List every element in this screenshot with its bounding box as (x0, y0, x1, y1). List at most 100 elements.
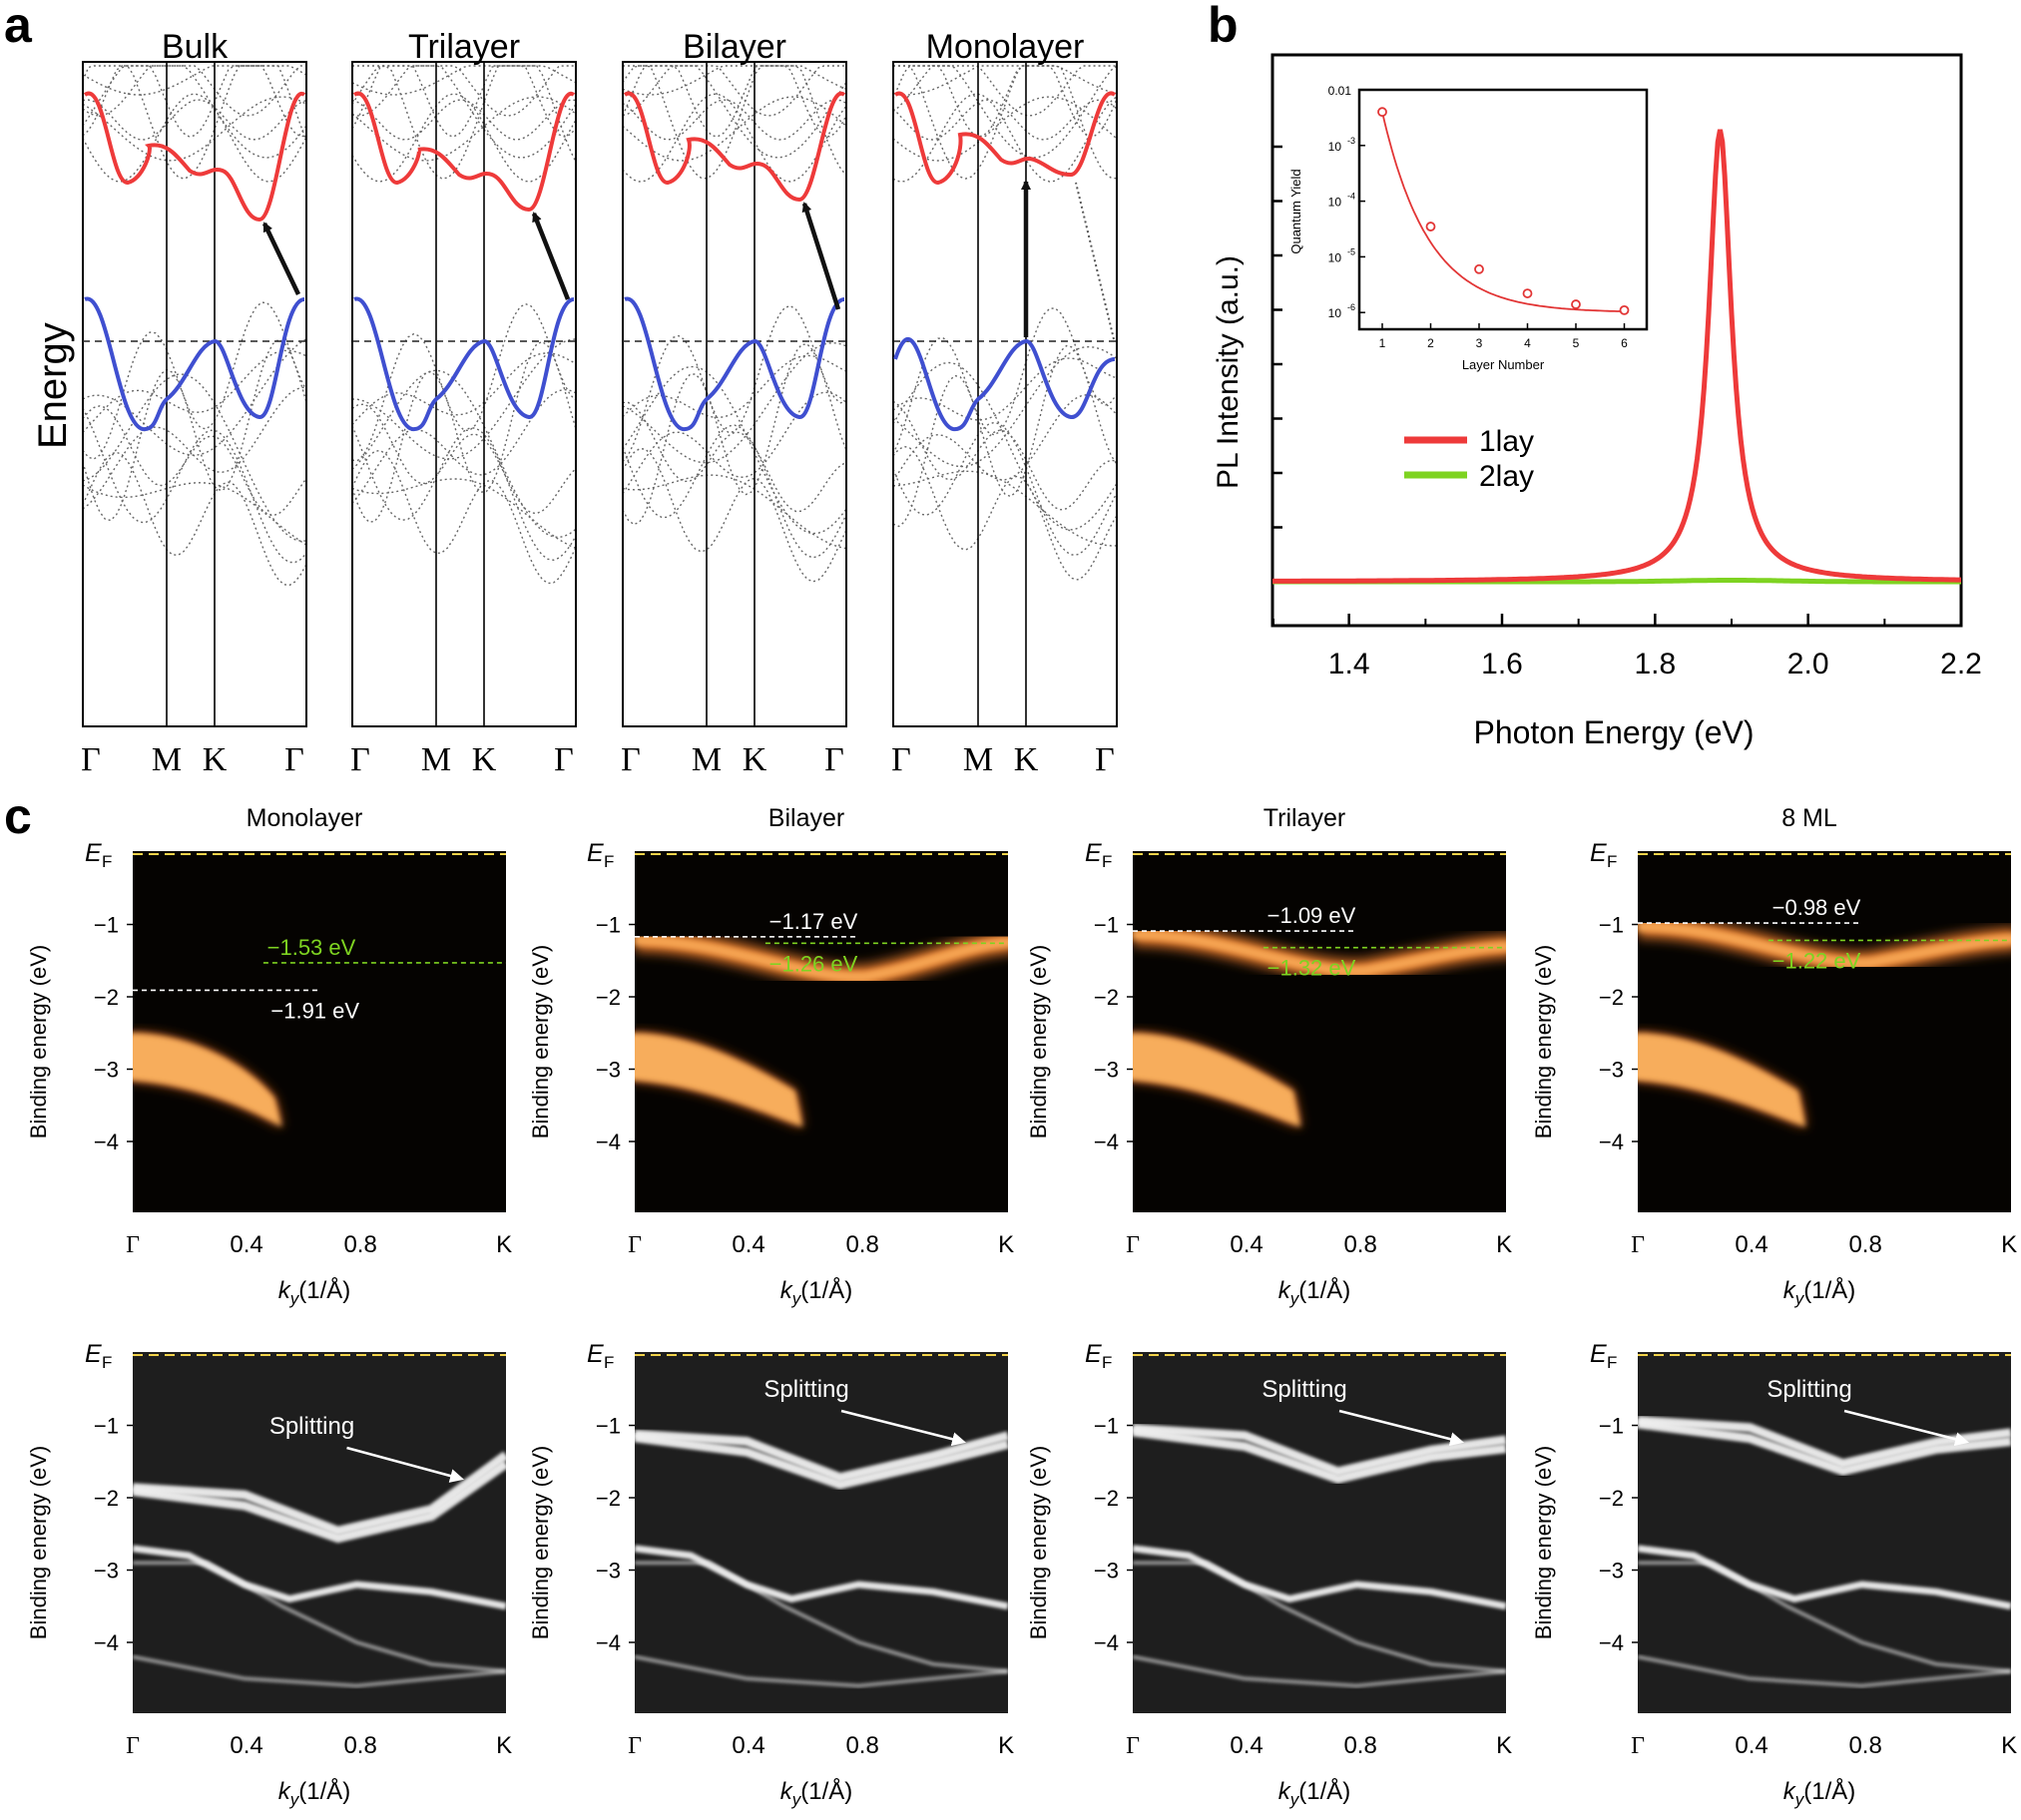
panel-label-a: a (4, 0, 33, 53)
arpes-background (1638, 1352, 2011, 1713)
inset-frame (1357, 88, 1649, 331)
arpes-intensity-plot: −1.91 eV −1.53 eV E F −1 −2 −3 −4 Binding energy… (26, 839, 512, 1308)
band-panel-1: Bulk Γ M K Γ (81, 28, 307, 778)
inset-ticks: 1 2 3 4 5 6 0.01 10 -3 10 -4 10 -5 10 -6 (1328, 84, 1629, 350)
arpes-xlabel-unit: (1/Å) (800, 1276, 852, 1304)
arpes-ytick-label: −2 (1094, 985, 1119, 1010)
arpes-ytick-label: −1 (596, 1414, 621, 1439)
indirect-gap-arrow (261, 222, 301, 295)
dotted-band (352, 65, 577, 180)
dotted-band (622, 99, 847, 141)
dotted-band (892, 93, 1118, 183)
band-panel-title: Bulk (162, 28, 229, 66)
ef-label: E (1590, 839, 1607, 867)
pl-xtick-label: 1.6 (1481, 648, 1523, 681)
arpes-xlabel: ky(1/Å) (278, 1276, 351, 1308)
dotted-band (351, 340, 577, 523)
arpes-curvature-plot: Splitting E F −1 −2 −3 −4 Binding energy (eV) Γ 0… (26, 1340, 512, 1809)
dotted-band (82, 405, 307, 517)
arpes-xlabel-unit: (1/Å) (298, 1777, 350, 1805)
vbm-k-label: −1.53 eV (267, 935, 356, 960)
dotted-band (622, 342, 847, 464)
arpes-title: Monolayer (247, 804, 363, 832)
arpes-xlabel-k: k (780, 1277, 794, 1304)
arpes-xtick-label: K (998, 1231, 1014, 1258)
dotted-band (893, 65, 1118, 180)
arpes-background (635, 851, 1008, 1212)
arpes-xtick-label: K (2001, 1732, 2017, 1759)
inset-xlabel: Layer Number (1462, 357, 1545, 372)
pl-xlabel: Photon Energy (eV) (1473, 714, 1754, 750)
dotted-band (892, 65, 1118, 138)
band-panel-frame (351, 61, 577, 727)
arpes-ytick-label: −3 (94, 1058, 119, 1083)
splitting-arrow (840, 1409, 967, 1447)
arpes-band (1133, 1423, 1506, 1477)
inset-ytick-label: 10 (1328, 250, 1342, 264)
dotted-band (622, 447, 847, 583)
arpes-background (1638, 851, 2011, 1212)
dotted-band (892, 345, 1118, 468)
arpes-xtick-label: Γ (628, 1232, 642, 1258)
arpes-xlabel-unit: (1/Å) (1298, 1777, 1350, 1805)
arpes-xlabel: ky(1/Å) (780, 1276, 853, 1308)
dotted-band (892, 445, 1118, 581)
vbm-k-label: −1.22 eV (1772, 948, 1861, 973)
arpes-xtick-label: Γ (1126, 1232, 1140, 1258)
pl-xtick-label: 1.8 (1634, 648, 1676, 681)
ef-label: E (1085, 839, 1102, 867)
arpes-curvature-plot: Splitting E F −1 −2 −3 −4 Binding energy (eV) Γ 0… (1531, 1340, 2017, 1809)
splitting-label: Splitting (1262, 1376, 1346, 1403)
pl-xtick-label: 2.2 (1940, 648, 1982, 681)
arpes-background (635, 1352, 1008, 1713)
dotted-band (351, 478, 577, 550)
arpes-xtick-label: 0.4 (732, 1231, 764, 1258)
dotted-band (351, 449, 577, 585)
dotted-band (622, 65, 847, 96)
inset-ytick-exponent: -4 (1347, 192, 1355, 202)
dotted-band (892, 96, 1118, 162)
arpes-ytick-label: −2 (1599, 1486, 1624, 1511)
arpes-ylabel: Binding energy (eV) (1026, 945, 1051, 1138)
inset-ytick-label: 10 (1328, 306, 1342, 320)
arpes-ytick-label: −4 (596, 1630, 621, 1655)
dotted-band (622, 343, 847, 526)
dotted-band (622, 474, 847, 550)
dotted-band (351, 65, 577, 96)
arpes-ytick-label: −2 (596, 1486, 621, 1511)
arpes-spectral-blob (635, 1033, 803, 1128)
dotted-band (622, 93, 847, 183)
arpes-column-3: Trilayer−1.09 eV−1.32 eVE F−1−2−3−4Bindin… (1026, 804, 1512, 1809)
arpes-xlabel-sub: y (1289, 1289, 1300, 1308)
dotted-band (82, 301, 307, 460)
arpes-xtick-label: 0.4 (1230, 1231, 1263, 1258)
arpes-ytick-label: −4 (1094, 1630, 1119, 1655)
arpes-xlabel: ky(1/Å) (1278, 1276, 1351, 1308)
arpes-xtick-label: 0.4 (1230, 1732, 1263, 1759)
dotted-band (82, 65, 307, 138)
inset-data-point (1425, 222, 1436, 231)
arpes-xlabel-unit: (1/Å) (800, 1777, 852, 1805)
ef-label: E (1590, 1340, 1607, 1368)
arpes-title: Trilayer (1263, 804, 1345, 832)
ef-label: E (587, 839, 604, 867)
legend-2lay-label: 2lay (1479, 460, 1534, 493)
conduction-band (623, 91, 846, 203)
arpes-xtick-label: Γ (126, 1232, 140, 1258)
kpoint-label: K (203, 741, 228, 778)
band-panel-3: Bilayer Γ M K Γ (621, 28, 847, 778)
arpes-ytick-label: −3 (1599, 1559, 1624, 1584)
dotted-band (622, 424, 847, 559)
arpes-xtick-label: 0.4 (732, 1732, 764, 1759)
panel-a-ylabel: Energy (31, 322, 75, 449)
ef-label-sub: F (102, 1353, 112, 1372)
conduction-band (893, 91, 1117, 185)
dotted-band (622, 401, 847, 513)
dotted-band (622, 96, 847, 162)
pl-1lay-curve (1272, 129, 1961, 584)
arpes-background (1133, 851, 1506, 1212)
splitting-arrow (346, 1446, 465, 1483)
arpes-xtick-label: K (1496, 1732, 1512, 1759)
inset-ytick-exponent: -3 (1347, 136, 1355, 146)
panel-b-pl-spectrum: PL Intensity (a.u.) Photon Energy (eV) 1… (1212, 53, 1982, 750)
